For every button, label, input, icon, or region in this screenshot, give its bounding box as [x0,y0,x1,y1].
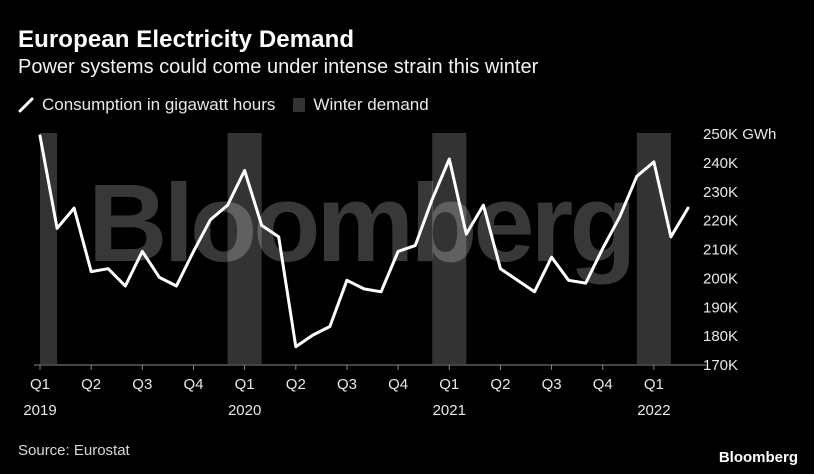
source-note: Source: Eurostat [18,442,130,459]
y-tick-label-2: 230K [703,184,738,201]
winter-band-2 [432,133,467,364]
y-tick-label-4: 210K [703,242,738,259]
x-year-label-0: 2019 [23,402,56,419]
legend-item-line: Consumption in gigawatt hours [18,95,275,115]
y-tick-label-8: 170K [703,357,738,374]
x-tick-label-4: Q1 [235,376,255,393]
y-tick-label-7: 180K [703,328,738,345]
watermark: Bloomberg [88,162,637,285]
bloomberg-logo: Bloomberg [718,449,798,466]
x-year-label-8: 2021 [433,402,466,419]
x-tick-label-6: Q3 [337,376,357,393]
winter-band-0 [40,133,58,364]
y-axis: 250K GWh 240K 230K 220K 210K 200K 190K 180K 170K [703,126,776,374]
x-tick-label-8: Q1 [439,376,459,393]
legend-line-label: Consumption in gigawatt hours [42,95,276,114]
x-tick-label-11: Q4 [593,376,613,393]
legend-band-label: Winter demand [313,95,429,114]
x-tick-label-10: Q3 [542,376,562,393]
x-tick-label-12: Q1 [644,376,664,393]
legend-line-swatch [18,97,34,113]
y-tick-label-3: 220K [703,213,738,230]
x-tick-label-3: Q4 [183,376,203,393]
x-year-label-12: 2022 [637,402,670,419]
y-tick-label-6: 190K [703,299,738,316]
y-tick-label-5: 200K [703,270,738,287]
x-tick-label-2: Q3 [132,376,152,393]
x-tick-label-1: Q2 [81,376,101,393]
legend-band-swatch [293,98,306,112]
x-year-label-4: 2020 [228,402,261,419]
series-group [38,134,690,349]
series-line-0 [38,134,690,349]
y-tick-label-1: 240K [703,155,738,172]
x-axis: Q1 2019 Q2 Q3 Q4 Q1 2020 Q2 Q3 Q4 Q1 2021 Q2 Q3 Q4 Q1 20… [23,364,706,419]
legend-item-band: Winter demand [293,95,429,115]
legend: Consumption in gigawatt hours Winter dem… [18,95,447,115]
x-tick-label-7: Q4 [388,376,408,393]
x-tick-label-0: Q1 [30,376,50,393]
y-tick-label-0: 250K GWh [703,126,776,143]
chart-title: European Electricity Demand [18,26,355,53]
x-tick-label-5: Q2 [286,376,306,393]
x-tick-label-9: Q2 [490,376,510,393]
chart-subtitle: Power systems could come under intense s… [18,56,539,78]
